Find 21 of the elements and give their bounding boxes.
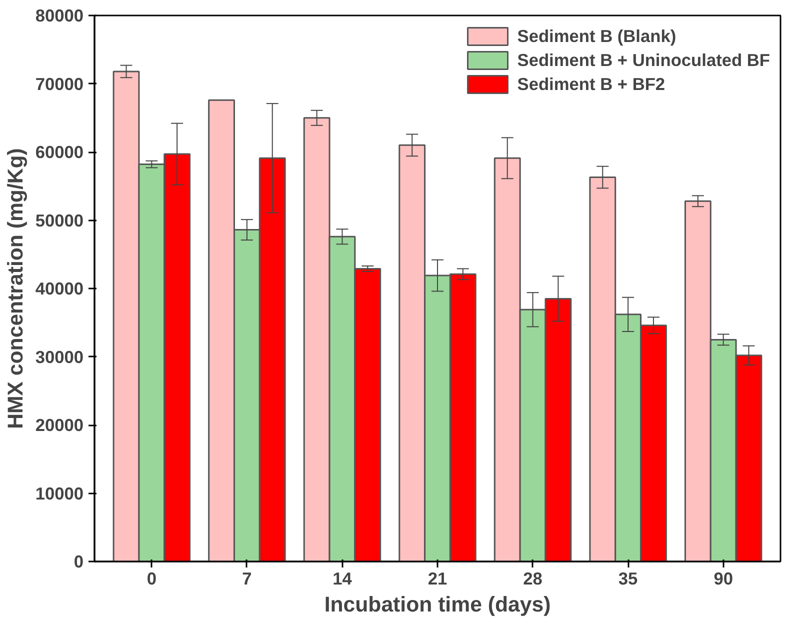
y-tick-label: 0 (74, 552, 84, 572)
y-tick-label: 50000 (35, 210, 84, 230)
y-tick-label: 20000 (35, 415, 84, 435)
x-tick-label: 21 (428, 568, 448, 588)
x-tick-label: 35 (618, 568, 638, 588)
y-tick-label: 10000 (35, 483, 84, 504)
y-axis-title: HMX concentration (mg/Kg) (3, 148, 28, 429)
legend-label: Sediment B + Uninoculated BF (517, 50, 770, 70)
x-tick-label: 0 (146, 568, 156, 588)
y-tick-label: 30000 (35, 346, 84, 367)
y-tick-label: 60000 (35, 142, 84, 162)
legend-label: Sediment B + BF2 (517, 74, 666, 94)
y-tick-label: 80000 (35, 6, 84, 26)
y-tick-label: 70000 (35, 74, 84, 94)
legend-label: Sediment B (Blank) (517, 26, 676, 46)
y-tick-label: 40000 (35, 278, 84, 298)
x-tick-label: 28 (523, 568, 543, 588)
x-tick-label: 7 (242, 568, 252, 588)
x-tick-label: 14 (332, 568, 352, 588)
x-tick-label: 90 (714, 568, 733, 588)
x-axis-title: Incubation time (days) (324, 592, 551, 616)
